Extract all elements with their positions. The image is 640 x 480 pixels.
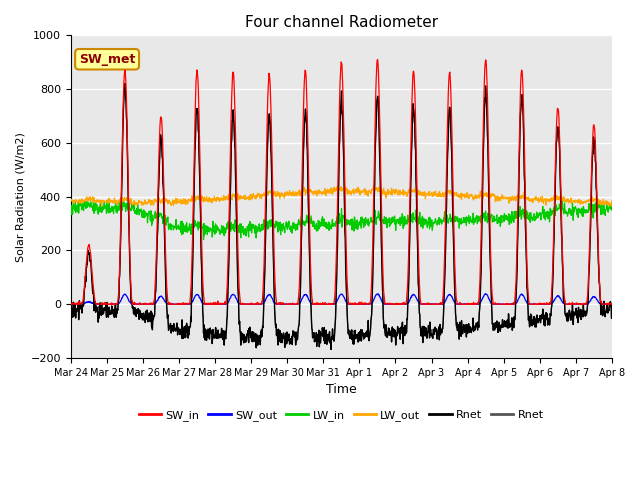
- LW_in: [544, 209, 552, 215]
- SW_out: [68, 301, 76, 307]
- SW_in: [374, 57, 381, 62]
- LW_in: [67, 209, 75, 215]
- LW_out: [98, 204, 106, 209]
- LW_in: [200, 237, 207, 242]
- Line: SW_in: SW_in: [71, 60, 612, 304]
- Rnet: [327, 347, 335, 352]
- SW_in: [67, 301, 75, 307]
- LW_out: [497, 198, 504, 204]
- Rnet: [426, 319, 434, 325]
- LW_out: [545, 197, 552, 203]
- SW_out: [188, 300, 195, 306]
- Rnet: [188, 296, 195, 302]
- Rnet: [497, 325, 504, 331]
- Line: LW_out: LW_out: [71, 186, 612, 206]
- Y-axis label: Solar Radiation (W/m2): Solar Radiation (W/m2): [15, 132, 25, 262]
- Title: Four channel Radiometer: Four channel Radiometer: [244, 15, 438, 30]
- Line: Rnet: Rnet: [71, 84, 612, 349]
- LW_in: [497, 224, 504, 229]
- Rnet: [67, 309, 75, 315]
- SW_in: [248, 301, 255, 307]
- SW_in: [188, 282, 195, 288]
- LW_out: [67, 197, 75, 203]
- Rnet: [608, 303, 616, 309]
- SW_out: [248, 301, 256, 307]
- Rnet: [175, 325, 182, 331]
- Text: SW_met: SW_met: [79, 53, 135, 66]
- SW_in: [174, 301, 182, 307]
- Line: Rnet: Rnet: [71, 84, 612, 349]
- LW_in: [174, 225, 182, 231]
- LW_out: [370, 183, 378, 189]
- SW_out: [545, 301, 552, 307]
- Rnet: [248, 329, 256, 335]
- X-axis label: Time: Time: [326, 383, 356, 396]
- SW_out: [67, 301, 75, 307]
- LW_out: [608, 200, 616, 205]
- Rnet: [426, 319, 434, 325]
- LW_in: [248, 221, 256, 227]
- Rnet: [248, 329, 256, 335]
- SW_out: [608, 301, 616, 307]
- LW_out: [175, 199, 182, 205]
- LW_out: [248, 195, 256, 201]
- Rnet: [327, 347, 335, 352]
- Rnet: [188, 296, 195, 302]
- Rnet: [608, 303, 616, 309]
- Line: SW_out: SW_out: [71, 294, 612, 304]
- Line: LW_in: LW_in: [71, 198, 612, 240]
- Legend: SW_in, SW_out, LW_in, LW_out, Rnet, Rnet: SW_in, SW_out, LW_in, LW_out, Rnet, Rnet: [134, 406, 548, 425]
- SW_in: [544, 301, 552, 307]
- Rnet: [545, 319, 552, 325]
- SW_out: [175, 301, 182, 307]
- Rnet: [121, 81, 129, 86]
- SW_out: [497, 301, 504, 307]
- SW_out: [482, 291, 490, 297]
- Rnet: [67, 309, 75, 315]
- LW_out: [188, 198, 195, 204]
- Rnet: [545, 319, 552, 325]
- LW_in: [558, 195, 566, 201]
- SW_in: [497, 301, 504, 307]
- LW_in: [188, 231, 195, 237]
- SW_in: [608, 300, 616, 306]
- LW_out: [426, 192, 434, 198]
- LW_in: [608, 199, 616, 205]
- Rnet: [121, 81, 129, 86]
- LW_in: [426, 226, 433, 232]
- SW_out: [426, 301, 433, 307]
- Rnet: [175, 325, 182, 331]
- Rnet: [497, 325, 504, 331]
- SW_in: [426, 301, 433, 307]
